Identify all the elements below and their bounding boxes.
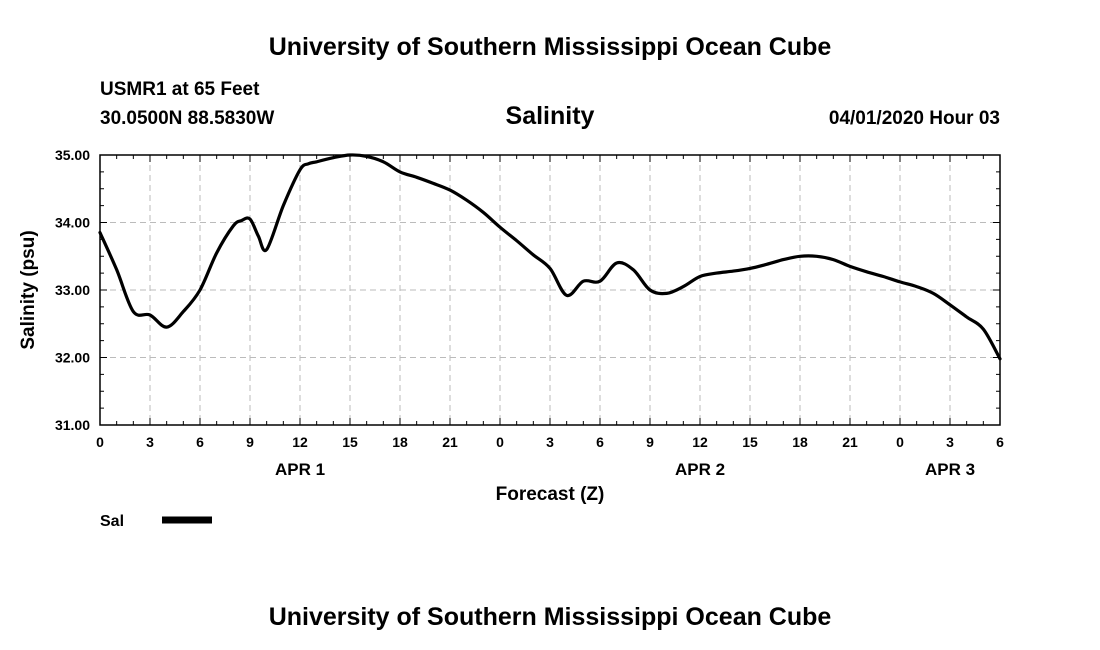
y-tick-label: 32.00 — [55, 350, 90, 366]
series-group — [98, 153, 1002, 361]
footer-title: University of Southern Mississippi Ocean… — [269, 603, 832, 631]
x-tick-label: 3 — [546, 434, 554, 450]
x-tick-label: 0 — [96, 434, 104, 450]
x-tick-label: 12 — [692, 434, 708, 450]
chart-title: University of Southern Mississippi Ocean… — [269, 33, 832, 61]
x-tick-label: 0 — [496, 434, 504, 450]
y-axis-title: Salinity (psu) — [18, 230, 39, 349]
datetime-label: 04/01/2020 Hour 03 — [829, 108, 1000, 129]
day-label: APR 3 — [925, 460, 975, 479]
y-tick-label: 33.00 — [55, 282, 90, 298]
axis-ticks: 0 3 6 9 12 15 18 21 0 3 6 9 12 15 18 21 0 3 6 APR 1 APR 2 APR… — [55, 147, 1004, 479]
x-tick-label: 9 — [246, 434, 254, 450]
x-tick-label: 6 — [596, 434, 604, 450]
x-tick-label: 21 — [842, 434, 858, 450]
x-tick-label: 6 — [196, 434, 204, 450]
x-tick-label: 3 — [146, 434, 154, 450]
x-tick-label: 0 — [896, 434, 904, 450]
legend-label: Sal — [100, 513, 124, 530]
location-label: 30.0500N 88.5830W — [100, 108, 274, 129]
x-tick-label: 18 — [392, 434, 408, 450]
day-label: APR 1 — [275, 460, 325, 479]
station-label: USMR1 at 65 Feet — [100, 79, 260, 100]
day-label: APR 2 — [675, 460, 725, 479]
y-tick-label: 35.00 — [55, 147, 90, 163]
x-tick-label: 6 — [996, 434, 1004, 450]
x-tick-label: 3 — [946, 434, 954, 450]
x-tick-label: 15 — [342, 434, 358, 450]
x-tick-label: 15 — [742, 434, 758, 450]
y-tick-label: 34.00 — [55, 215, 90, 231]
y-tick-label: 31.00 — [55, 417, 90, 433]
x-axis-title: Forecast (Z) — [496, 484, 605, 505]
x-tick-label: 9 — [646, 434, 654, 450]
x-tick-label: 12 — [292, 434, 308, 450]
x-tick-label: 21 — [442, 434, 458, 450]
x-tick-label: 18 — [792, 434, 808, 450]
series-line-sal — [98, 153, 1002, 361]
legend: Sal — [100, 513, 212, 530]
variable-title: Salinity — [506, 102, 595, 130]
grid-lines — [100, 155, 1000, 425]
